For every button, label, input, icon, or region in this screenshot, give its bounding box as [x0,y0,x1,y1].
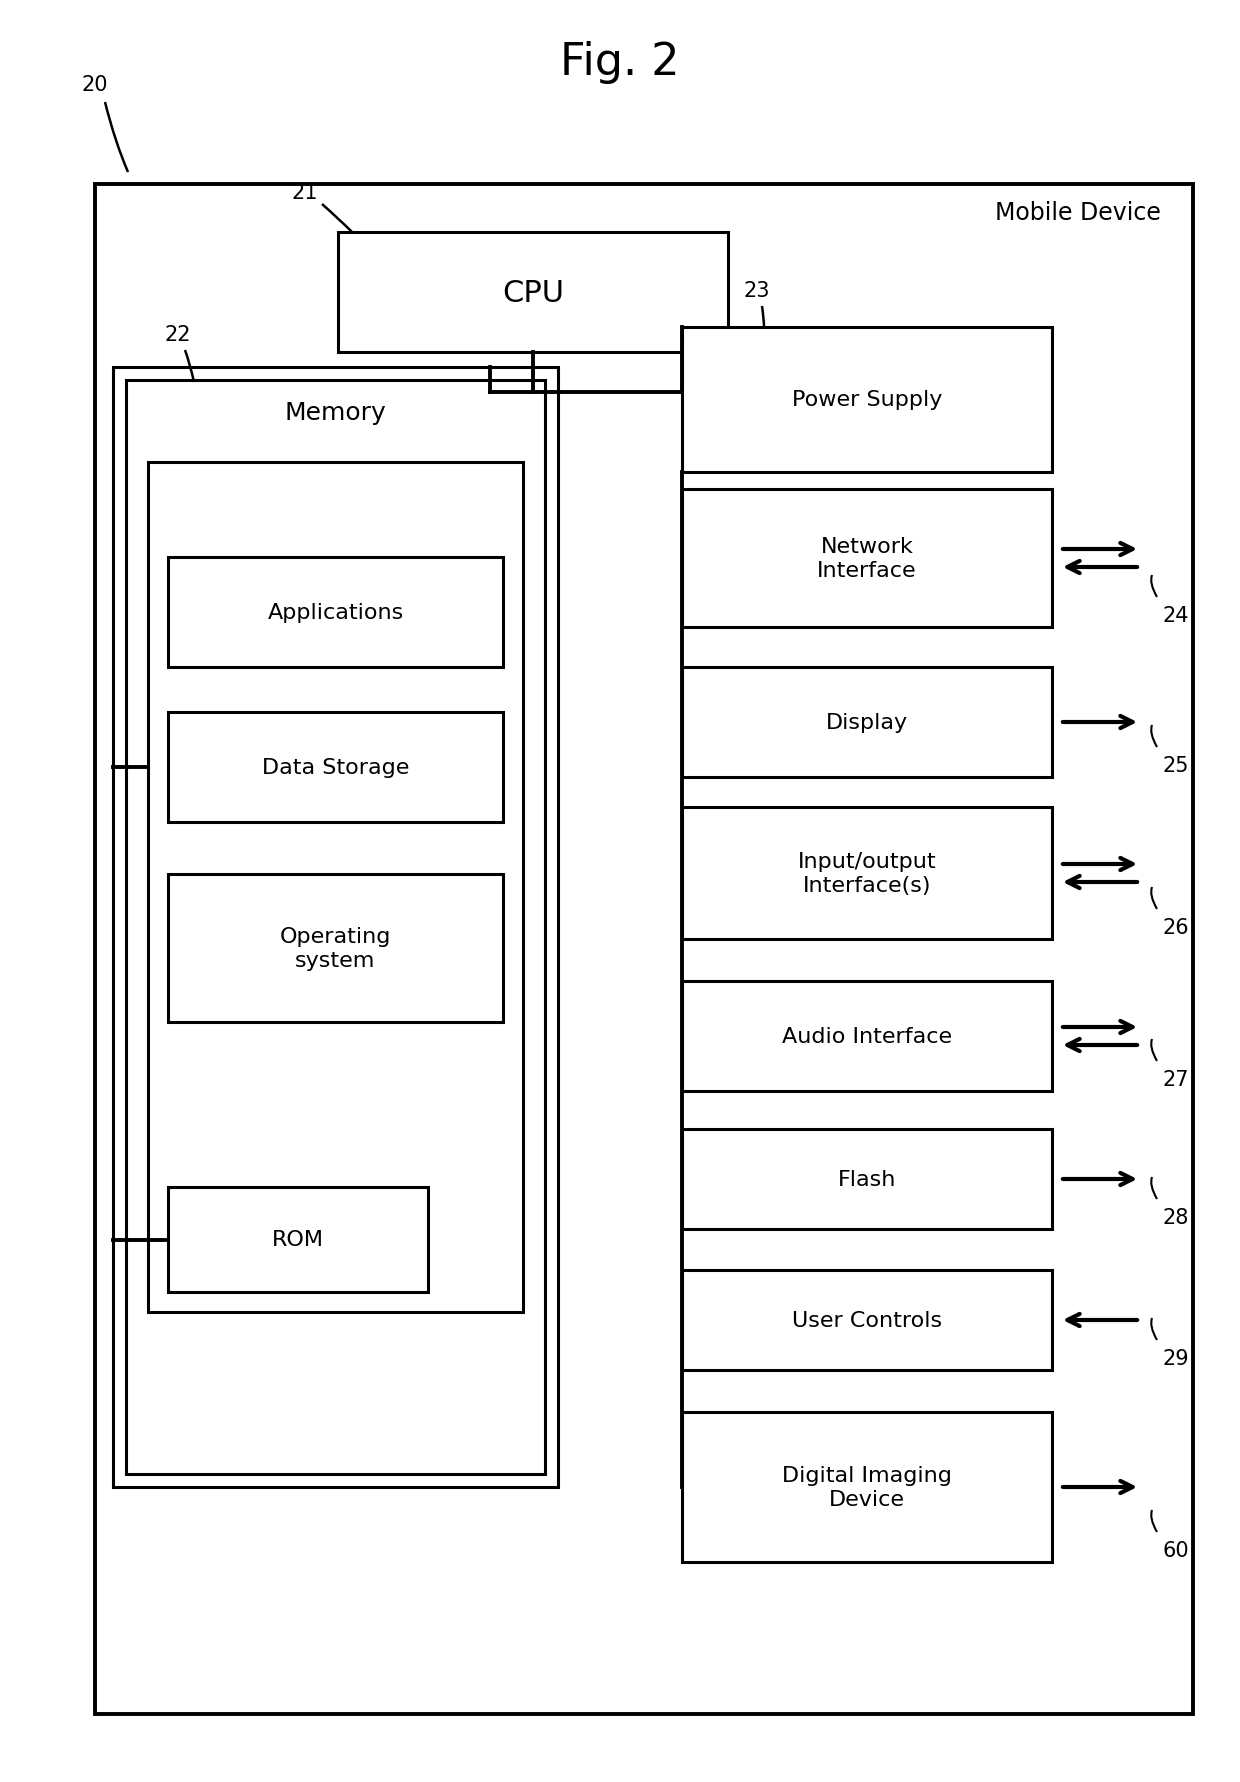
Text: Digital Imaging
Device: Digital Imaging Device [782,1465,952,1509]
Bar [682,668,1052,777]
Text: Audio Interface: Audio Interface [782,1026,952,1046]
Text: Display: Display [826,713,908,732]
Text: CPU: CPU [502,278,564,307]
Bar [113,367,558,1488]
Text: 20: 20 [82,75,108,94]
Text: 60: 60 [1162,1540,1189,1559]
Bar [148,463,523,1312]
Bar [682,982,1052,1091]
Text: 29: 29 [1162,1349,1189,1369]
Text: Applications: Applications [268,602,404,622]
Bar [682,490,1052,627]
Text: Flash: Flash [838,1169,897,1189]
Bar [167,875,503,1023]
Bar [95,185,1193,1714]
Bar [126,381,546,1474]
Text: 23: 23 [744,282,770,301]
Bar [682,1130,1052,1230]
Text: 28: 28 [1162,1208,1188,1228]
Bar [167,558,503,668]
Text: 27: 27 [1162,1069,1188,1089]
Bar [682,328,1052,472]
Text: Operating
system: Operating system [280,927,391,969]
Text: Network
Interface: Network Interface [817,536,916,581]
Text: Mobile Device: Mobile Device [994,201,1161,225]
Bar [167,713,503,823]
Text: Power Supply: Power Supply [792,390,942,410]
Bar [682,1271,1052,1370]
Text: 21: 21 [291,184,319,203]
Text: 24: 24 [1162,606,1188,625]
Bar [339,233,728,353]
Text: Memory: Memory [285,401,387,424]
Text: 25: 25 [1162,756,1188,775]
Text: Input/output
Interface(s): Input/output Interface(s) [797,852,936,895]
Text: Fig. 2: Fig. 2 [560,41,680,84]
Text: 26: 26 [1162,918,1189,937]
Text: Data Storage: Data Storage [262,757,409,777]
Text: User Controls: User Controls [792,1310,942,1329]
Text: 22: 22 [165,324,191,344]
Text: ROM: ROM [272,1230,324,1249]
Bar [682,1411,1052,1563]
Bar [682,807,1052,939]
Bar [167,1187,428,1292]
